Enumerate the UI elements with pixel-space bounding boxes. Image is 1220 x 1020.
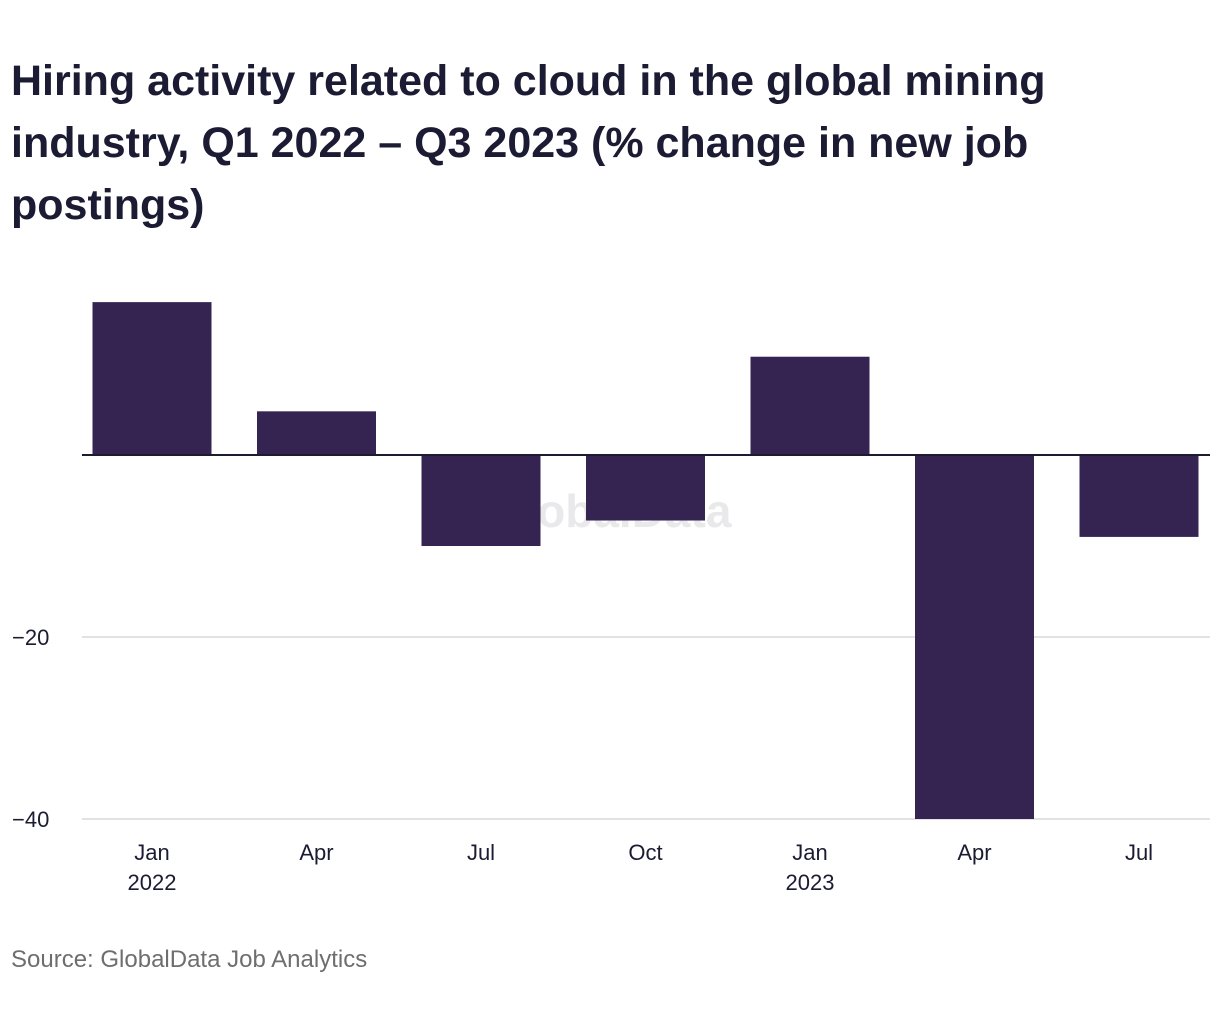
bar-q1-2022	[92, 302, 212, 455]
x-tick-label: Jul	[467, 840, 495, 865]
chart-title: Hiring activity related to cloud in the …	[11, 57, 1046, 229]
x-tick-label: Apr	[299, 840, 333, 865]
bar-q2-2023	[915, 455, 1034, 819]
bars	[92, 302, 1199, 819]
y-tick-label: −20	[12, 625, 49, 650]
x-tick-label: Jul	[1125, 840, 1153, 865]
x-tick-label: Apr	[957, 840, 991, 865]
gridlines	[82, 636, 1210, 820]
x-tick-year-label: 2023	[786, 870, 835, 895]
bar-q4-2022	[586, 455, 705, 521]
bar-q1-2023	[750, 356, 870, 455]
y-tick-label: −40	[12, 807, 49, 832]
x-tick-label: Jan	[134, 840, 169, 865]
x-axis-ticks: Jan 2022 Apr Jul Oct Jan 2023 Apr Jul	[128, 840, 1154, 895]
source-note: Source: GlobalData Job Analytics	[11, 946, 368, 973]
x-tick-label: Oct	[628, 840, 662, 865]
bar-q2-2022	[257, 411, 376, 455]
x-tick-year-label: 2022	[128, 870, 177, 895]
bar-q3-2022	[421, 455, 541, 546]
y-axis-ticks: −20 −40	[12, 625, 49, 832]
bar-q3-2023	[1079, 455, 1199, 537]
x-tick-label: Jan	[792, 840, 827, 865]
